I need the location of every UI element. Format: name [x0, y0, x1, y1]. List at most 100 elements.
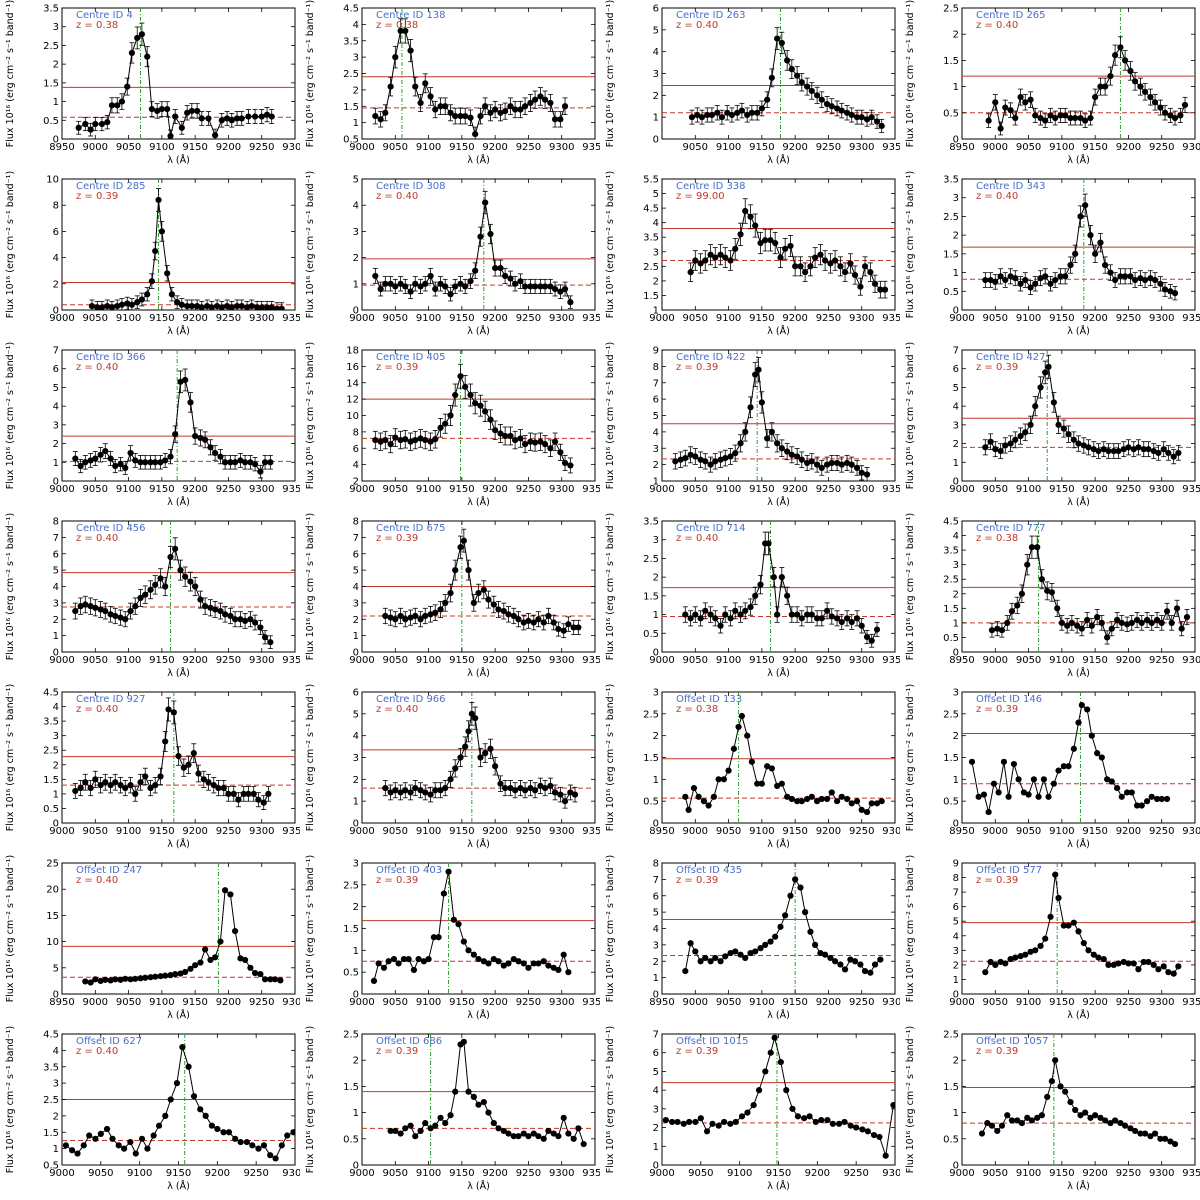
- x-tick-label: 9300: [1149, 484, 1174, 495]
- data-point: [477, 402, 484, 409]
- y-tick-label: 2: [953, 30, 959, 41]
- data-point: [1050, 399, 1057, 406]
- x-tick-label: 9250: [849, 826, 874, 837]
- chart-panel: 9000905091009150920092509300935000.511.5…: [300, 1026, 600, 1197]
- y-tick-label: 1.5: [43, 78, 59, 89]
- data-point: [107, 977, 114, 984]
- data-point: [858, 469, 865, 476]
- object-id-label: Centre ID 138: [376, 10, 446, 21]
- y-tick-label: 4: [53, 582, 59, 593]
- x-tick-label: 9250: [1116, 484, 1141, 495]
- data-point: [147, 459, 154, 466]
- data-point: [97, 606, 104, 613]
- y-tick-label: 5: [953, 383, 959, 394]
- redshift-label: z = 0.40: [976, 20, 1018, 31]
- data-point: [1137, 83, 1144, 90]
- x-tick-label: 9150: [1082, 826, 1107, 837]
- y-tick-label: 3.5: [343, 36, 359, 47]
- data-point: [1065, 763, 1072, 770]
- data-point: [1038, 576, 1045, 583]
- data-point: [240, 790, 247, 797]
- data-point: [1030, 776, 1037, 783]
- y-axis-label: Flux 10¹⁶ (erg cm⁻² s⁻¹ band⁻¹): [305, 0, 316, 147]
- y-axis-label: Flux 10¹⁶ (erg cm⁻² s⁻¹ band⁻¹): [605, 1026, 616, 1173]
- y-tick-label: 0.5: [43, 804, 59, 815]
- data-point: [1117, 273, 1124, 280]
- data-point: [102, 607, 109, 615]
- x-tick-label: 9000: [649, 655, 674, 666]
- plot-area: [662, 521, 895, 652]
- data-point: [687, 451, 694, 458]
- x-tick-label: 9050: [383, 997, 408, 1008]
- y-tick-label: 5: [353, 566, 359, 577]
- data-point: [257, 970, 264, 978]
- x-tick-label: 9200: [1116, 142, 1141, 153]
- y-tick-label: 7: [53, 533, 59, 544]
- data-point: [527, 283, 534, 290]
- data-point: [982, 969, 989, 976]
- data-point: [222, 887, 229, 894]
- data-point: [1027, 948, 1034, 955]
- data-point: [251, 619, 259, 626]
- data-point: [1067, 261, 1074, 269]
- x-tick-label: 9000: [949, 1168, 974, 1179]
- x-tick-label: 9050: [1016, 142, 1041, 153]
- data-point: [147, 784, 154, 792]
- data-point: [505, 960, 512, 967]
- data-point: [1112, 1117, 1119, 1124]
- data-point: [1012, 114, 1019, 122]
- data-point: [223, 115, 231, 122]
- x-tick-label: 9250: [216, 313, 241, 324]
- data-point: [148, 278, 155, 285]
- data-point: [1110, 961, 1117, 968]
- data-point: [1060, 763, 1067, 770]
- data-point: [132, 457, 139, 464]
- data-point: [97, 451, 104, 458]
- data-point: [1125, 960, 1132, 967]
- data-point: [1077, 213, 1084, 220]
- y-tick-label: 6: [53, 227, 59, 238]
- x-tick-label: 9300: [849, 313, 874, 324]
- data-point: [527, 784, 534, 792]
- data-point: [537, 438, 544, 445]
- x-tick-label: 9250: [849, 997, 874, 1008]
- y-tick-label: 3: [653, 535, 659, 546]
- chart-svg: 9000905091009150920092509300935024681012…: [305, 342, 600, 508]
- y-tick-label: 9: [953, 859, 959, 870]
- data-point: [517, 784, 524, 792]
- data-point: [1105, 447, 1112, 455]
- x-tick-label: 9200: [1116, 826, 1141, 837]
- y-tick-label: 1: [653, 1142, 659, 1153]
- chart-panel: 9000905091009150920092509300935024681012…: [300, 342, 600, 513]
- data-point: [1147, 275, 1154, 282]
- redshift-label: z = 0.40: [376, 704, 418, 715]
- data-point: [1155, 966, 1162, 973]
- data-point: [843, 615, 851, 622]
- chart-svg: 8950900090509100915092009250930000.511.5…: [905, 513, 1200, 679]
- redshift-label: z = 0.38: [376, 20, 418, 31]
- data-point: [1048, 589, 1055, 596]
- x-axis-label: λ (Å): [467, 838, 490, 850]
- x-tick-label: 9250: [1149, 655, 1174, 666]
- data-point: [138, 296, 145, 303]
- data-point: [152, 247, 159, 255]
- data-point: [437, 606, 444, 613]
- object-id-label: Offset ID 627: [76, 1036, 142, 1047]
- data-point: [1137, 275, 1144, 282]
- x-tick-label: 9150: [749, 313, 774, 324]
- data-point: [1120, 446, 1127, 453]
- data-point: [1037, 384, 1044, 391]
- data-point: [1151, 1130, 1159, 1137]
- data-point: [442, 103, 449, 110]
- data-point: [407, 438, 414, 445]
- y-tick-label: 0: [653, 1161, 659, 1172]
- y-tick-label: 5: [53, 963, 59, 974]
- data-point: [227, 612, 234, 620]
- data-point: [1022, 951, 1029, 958]
- data-point: [162, 972, 169, 979]
- data-point: [447, 412, 454, 419]
- data-point: [177, 567, 184, 574]
- data-point: [122, 464, 129, 471]
- y-tick-label: 14: [346, 378, 359, 389]
